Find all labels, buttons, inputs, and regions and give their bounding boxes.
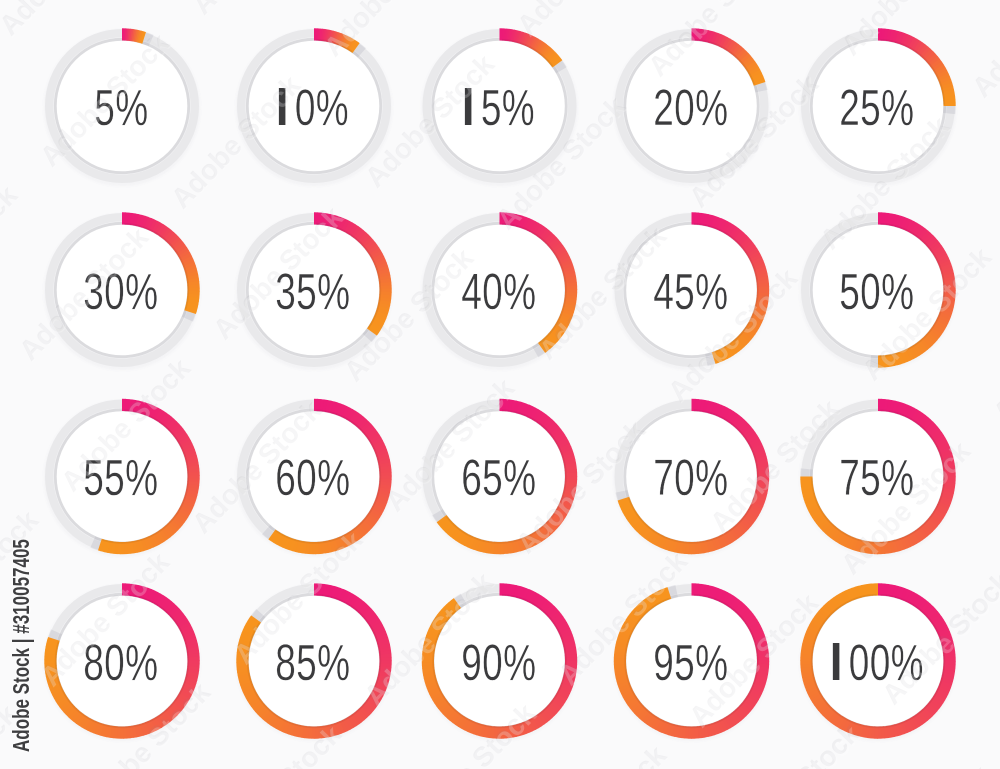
svg-text:Adobe Stock: Adobe Stock — [339, 243, 480, 388]
svg-text:Adobe Stock: Adobe Stock — [643, 0, 784, 84]
svg-text:Adobe Stock: Adobe Stock — [14, 222, 155, 367]
svg-text:Adobe Stock: Adobe Stock — [815, 111, 956, 256]
svg-text:Adobe Stock: Adobe Stock — [56, 353, 197, 498]
svg-text:Adobe Stock: Adobe Stock — [533, 221, 674, 366]
svg-text:Adobe Stock: Adobe Stock — [359, 567, 500, 712]
svg-text:Adobe Stock: Adobe Stock — [360, 49, 501, 194]
svg-text:Adobe Stock: Adobe Stock — [166, 70, 307, 215]
svg-text:Adobe Stock: Adobe Stock — [836, 436, 977, 581]
svg-text:Adobe Stock: Adobe Stock — [705, 394, 846, 539]
svg-text:Adobe Stock: Adobe Stock — [76, 678, 217, 769]
svg-text:Adobe Stock: Adobe Stock — [187, 395, 328, 540]
svg-text:Adobe Stock: Adobe Stock — [228, 525, 369, 670]
svg-text:Adobe Stock: Adobe Stock — [553, 546, 694, 691]
svg-text:Adobe Stock: Adobe Stock — [511, 415, 652, 560]
svg-text:Adobe Stock: Adobe Stock — [207, 719, 348, 769]
svg-text:Adobe Stock: Adobe Stock — [491, 91, 632, 236]
svg-text:Adobe Stock: Adobe Stock — [512, 0, 653, 42]
svg-text:Adobe Stock: Adobe Stock — [35, 547, 176, 692]
svg-text:Adobe Stock: Adobe Stock — [208, 201, 349, 346]
svg-text:Adobe Stock: Adobe Stock — [35, 28, 176, 173]
svg-text:Adobe Stock: Adobe Stock — [988, 284, 1000, 429]
svg-text:Adobe Stock: Adobe Stock — [684, 588, 825, 733]
svg-text:Adobe Stock: Adobe Stock — [856, 760, 997, 769]
svg-text:Adobe Stock: Adobe Stock — [0, 374, 3, 519]
svg-text:Adobe Stock: Adobe Stock — [0, 0, 135, 43]
svg-text:Adobe Stock: Adobe Stock — [318, 0, 459, 63]
svg-text:Adobe Stock: Adobe Stock — [726, 719, 867, 769]
svg-text:Adobe Stock: Adobe Stock — [837, 0, 978, 62]
svg-text:Adobe Stock: Adobe Stock — [380, 373, 521, 518]
svg-text:Adobe Stock: Adobe Stock — [401, 698, 542, 769]
svg-text:Adobe Stock: Adobe Stock — [857, 242, 998, 387]
svg-text:Adobe Stock: Adobe Stock — [187, 0, 328, 21]
svg-text:Adobe Stock: Adobe Stock — [0, 0, 4, 1]
svg-text:Adobe Stock: Adobe Stock — [532, 740, 673, 769]
svg-text:Adobe Stock: Adobe Stock — [878, 567, 1000, 712]
svg-text:Adobe Stock: Adobe Stock — [685, 69, 826, 214]
svg-text:Adobe Stock: Adobe Stock — [0, 180, 24, 325]
svg-text:Adobe Stock: Adobe Stock — [663, 263, 804, 408]
